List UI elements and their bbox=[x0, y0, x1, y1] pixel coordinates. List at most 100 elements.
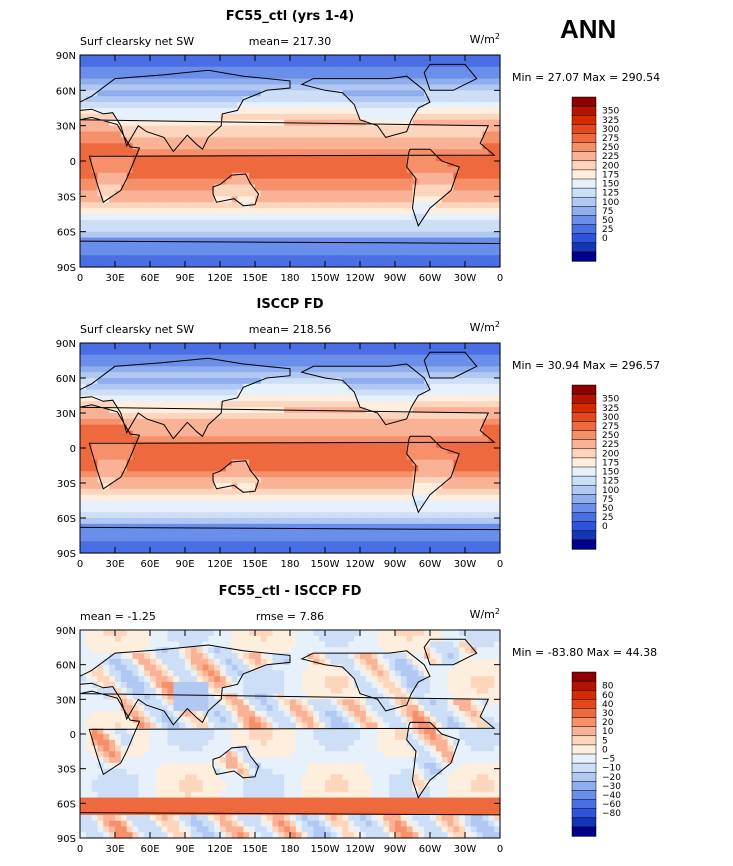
heatmap-cell bbox=[459, 453, 466, 461]
heatmap-cell bbox=[430, 137, 437, 144]
heatmap-cell bbox=[231, 72, 239, 80]
heatmap-cell bbox=[150, 214, 157, 221]
heatmap-cell bbox=[243, 383, 250, 391]
heatmap-cell bbox=[330, 102, 338, 109]
heatmap-cell bbox=[255, 243, 262, 250]
heatmap-cell bbox=[307, 125, 314, 133]
heatmap-cell bbox=[249, 348, 256, 356]
heatmap-cell bbox=[295, 401, 303, 408]
heatmap-cell bbox=[377, 383, 384, 391]
heatmap-cell bbox=[185, 471, 192, 478]
heatmap-cell bbox=[494, 413, 501, 420]
heatmap-cell bbox=[482, 424, 489, 432]
heatmap-cell bbox=[91, 161, 99, 168]
heatmap-cell bbox=[325, 518, 332, 525]
heatmap-cell bbox=[453, 149, 460, 156]
heatmap-cell bbox=[167, 214, 174, 221]
heatmap-cell bbox=[470, 155, 478, 162]
heatmap-cell bbox=[412, 366, 419, 373]
heatmap-cell bbox=[360, 113, 367, 121]
heatmap-cell bbox=[476, 149, 484, 156]
heatmap-cell bbox=[202, 243, 209, 250]
heatmap-cell bbox=[278, 366, 285, 373]
heatmap-cell bbox=[348, 190, 355, 197]
heatmap-cell bbox=[482, 512, 489, 519]
heatmap-cell bbox=[225, 506, 233, 513]
heatmap-cell bbox=[85, 190, 93, 197]
heatmap-cell bbox=[435, 343, 443, 350]
heatmap-cell bbox=[150, 424, 157, 432]
heatmap-cell bbox=[371, 119, 379, 127]
heatmap-cell bbox=[80, 453, 87, 461]
colorbar-cell bbox=[571, 169, 597, 180]
heatmap-cell bbox=[196, 137, 204, 144]
heatmap-cell bbox=[214, 418, 221, 426]
heatmap-cell bbox=[161, 155, 169, 162]
heatmap-cell bbox=[126, 459, 134, 467]
heatmap-cell bbox=[132, 190, 139, 197]
heatmap-cell bbox=[453, 225, 460, 233]
heatmap-cell bbox=[365, 459, 373, 467]
heatmap-cell bbox=[301, 436, 309, 443]
heatmap-cell bbox=[161, 84, 169, 91]
heatmap-cell bbox=[494, 155, 501, 162]
heatmap-cell bbox=[284, 512, 291, 519]
heatmap-cell bbox=[348, 442, 355, 449]
heatmap-cell bbox=[185, 383, 192, 391]
heatmap-cell bbox=[91, 500, 99, 507]
heatmap-cell bbox=[330, 255, 338, 262]
heatmap-cell bbox=[441, 161, 449, 168]
heatmap-cell bbox=[342, 90, 349, 97]
heatmap-cell bbox=[494, 348, 501, 356]
heatmap-cell bbox=[155, 66, 163, 74]
heatmap-cell bbox=[354, 395, 361, 402]
heatmap-cell bbox=[220, 459, 227, 467]
heatmap-cell bbox=[249, 113, 256, 121]
heatmap-cell bbox=[144, 453, 151, 461]
heatmap-cell bbox=[225, 261, 233, 268]
heatmap-cell bbox=[80, 348, 87, 356]
heatmap-cell bbox=[260, 378, 268, 385]
heatmap-cell bbox=[220, 343, 227, 350]
heatmap-cell bbox=[243, 483, 250, 490]
heatmap-cell bbox=[319, 383, 326, 391]
heatmap-cell bbox=[418, 459, 425, 467]
heatmap-cell bbox=[109, 506, 116, 513]
heatmap-cell bbox=[360, 512, 367, 519]
heatmap-cell bbox=[389, 360, 396, 367]
heatmap-cell bbox=[132, 395, 139, 402]
heatmap-cell bbox=[365, 401, 373, 408]
heatmap-cell bbox=[196, 84, 204, 91]
heatmap-cell bbox=[115, 178, 122, 186]
heatmap-cell bbox=[109, 354, 116, 362]
heatmap-cell bbox=[155, 436, 163, 443]
heatmap-cell bbox=[342, 483, 349, 490]
heatmap-cell bbox=[424, 202, 431, 209]
heatmap-cell bbox=[400, 178, 408, 186]
heatmap-cell bbox=[418, 184, 425, 192]
heatmap-cell bbox=[272, 389, 279, 397]
heatmap-cell bbox=[418, 395, 425, 402]
heatmap-cell bbox=[301, 261, 309, 268]
heatmap-cell bbox=[173, 348, 180, 356]
heatmap-cell bbox=[173, 96, 180, 103]
heatmap-cell bbox=[453, 483, 460, 490]
heatmap-cell bbox=[272, 231, 279, 239]
heatmap-cell bbox=[412, 96, 419, 103]
heatmap-cell bbox=[482, 72, 489, 80]
heatmap-cell bbox=[202, 506, 209, 513]
heatmap-cell bbox=[138, 184, 145, 192]
heatmap-cell bbox=[255, 60, 262, 68]
heatmap-cell bbox=[400, 488, 408, 496]
heatmap-cell bbox=[319, 178, 326, 186]
heatmap-cell bbox=[482, 225, 489, 233]
heatmap-cell bbox=[260, 448, 268, 455]
heatmap-cell bbox=[301, 483, 309, 490]
heatmap-cell bbox=[389, 84, 396, 91]
heatmap-cell bbox=[435, 84, 443, 91]
heatmap-cell bbox=[482, 214, 489, 221]
heatmap-cell bbox=[412, 483, 419, 490]
heatmap-cell bbox=[225, 448, 233, 455]
map-panel-1: FC55_ctl (yrs 1-4)Surf clearsky net SW me… bbox=[56, 9, 660, 284]
heatmap-cell bbox=[231, 430, 239, 437]
